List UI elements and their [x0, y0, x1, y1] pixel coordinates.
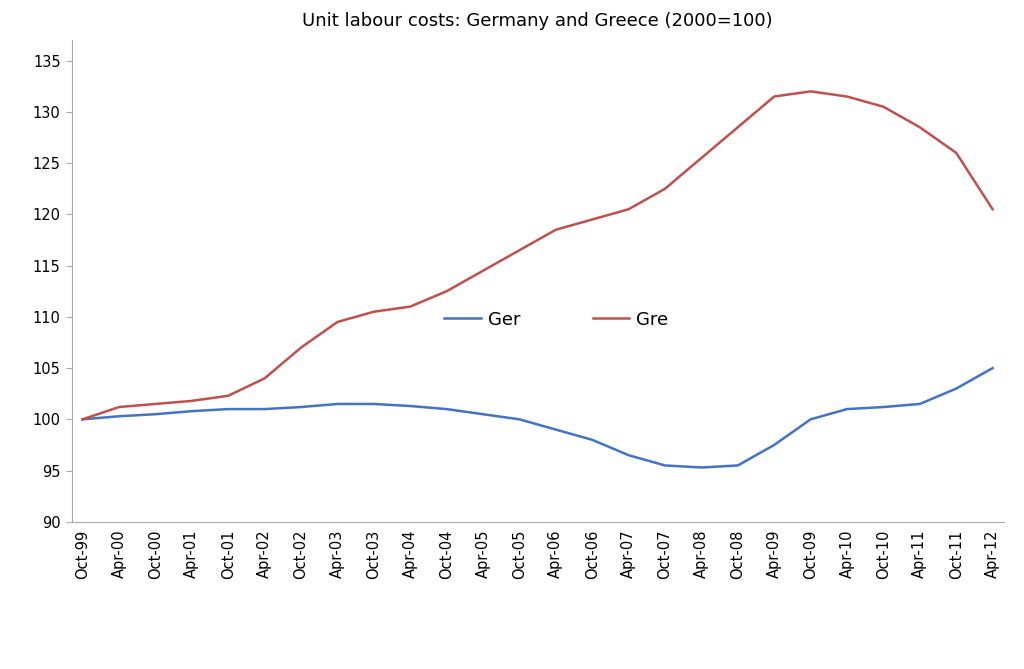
Gre: [331, 318, 343, 326]
Ger: [695, 464, 708, 472]
Ger: [913, 400, 926, 408]
Ger: [658, 462, 671, 470]
Ger: [185, 407, 198, 415]
Gre: [113, 403, 125, 411]
Ger: [878, 403, 890, 411]
Line: Gre: Gre: [83, 92, 992, 419]
Ger: [368, 400, 380, 408]
Gre: [878, 103, 890, 111]
Gre: [658, 185, 671, 193]
Ger: [331, 400, 343, 408]
Ger: [732, 462, 744, 470]
Ger: [258, 405, 270, 413]
Ger: [768, 441, 780, 449]
Ger: [150, 410, 162, 418]
Ger: [550, 425, 562, 434]
Gre: [623, 205, 635, 213]
Legend: Ger, Gre: Ger, Gre: [437, 303, 675, 336]
Gre: [732, 123, 744, 131]
Gre: [295, 344, 307, 352]
Ger: [513, 415, 525, 423]
Gre: [986, 205, 998, 213]
Gre: [950, 149, 963, 157]
Ger: [841, 405, 853, 413]
Gre: [368, 308, 380, 316]
Line: Ger: Ger: [83, 368, 992, 468]
Gre: [185, 397, 198, 405]
Gre: [913, 123, 926, 131]
Ger: [222, 405, 234, 413]
Gre: [150, 400, 162, 408]
Ger: [586, 436, 598, 444]
Gre: [805, 88, 817, 96]
Gre: [841, 92, 853, 100]
Ger: [404, 402, 417, 410]
Gre: [768, 92, 780, 100]
Gre: [222, 392, 234, 400]
Title: Unit labour costs: Germany and Greece (2000=100): Unit labour costs: Germany and Greece (2…: [302, 12, 773, 30]
Ger: [623, 451, 635, 459]
Gre: [258, 375, 270, 383]
Gre: [77, 415, 89, 423]
Gre: [550, 225, 562, 233]
Ger: [77, 415, 89, 423]
Gre: [513, 246, 525, 254]
Ger: [295, 403, 307, 411]
Gre: [695, 154, 708, 162]
Ger: [440, 405, 453, 413]
Gre: [586, 215, 598, 223]
Gre: [477, 267, 489, 275]
Gre: [404, 302, 417, 310]
Ger: [986, 364, 998, 372]
Ger: [950, 385, 963, 393]
Ger: [113, 412, 125, 420]
Gre: [440, 287, 453, 295]
Ger: [805, 415, 817, 423]
Ger: [477, 410, 489, 418]
